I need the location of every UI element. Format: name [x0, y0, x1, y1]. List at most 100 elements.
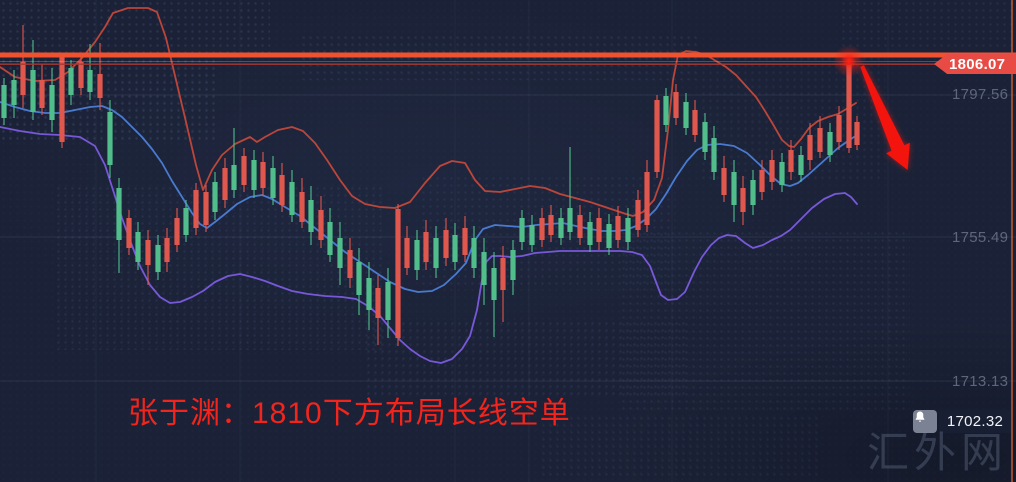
candle [318, 210, 324, 240]
candle [366, 278, 372, 310]
candle [817, 128, 823, 152]
candle [433, 238, 439, 268]
candle [596, 218, 602, 242]
candle [107, 112, 113, 165]
candle [673, 92, 679, 118]
candle [78, 62, 84, 88]
bollinger-middle-band [0, 101, 858, 293]
candles [1, 25, 860, 346]
candle [750, 180, 756, 205]
candle [854, 122, 860, 145]
candle [39, 80, 45, 108]
bollinger-upper-band [0, 7, 857, 217]
down-arrow [860, 65, 910, 170]
candle [385, 282, 391, 320]
candle [299, 192, 305, 222]
candle [212, 182, 218, 212]
candle [683, 102, 689, 128]
candle [740, 188, 746, 212]
candle [395, 209, 401, 338]
current-price-tag: 1806.07 [934, 54, 1016, 74]
candle [654, 100, 660, 172]
chart-right-edge-line [1011, 0, 1013, 482]
candle [452, 235, 458, 262]
watermark: 汇外网 [866, 429, 1008, 476]
candle [155, 245, 161, 272]
candle [836, 115, 842, 142]
candle [481, 252, 487, 285]
candle [798, 155, 804, 175]
candle [327, 222, 333, 255]
candle [827, 132, 833, 155]
candle [135, 232, 141, 262]
candle [567, 208, 573, 232]
bell-icon [915, 411, 925, 422]
candle [203, 192, 209, 225]
candle [145, 240, 151, 265]
candle [375, 288, 381, 318]
candle [779, 162, 785, 185]
candle [759, 170, 765, 192]
candle [183, 208, 189, 235]
candle [30, 70, 36, 112]
candle [289, 182, 295, 215]
candle [519, 218, 525, 242]
candle [270, 168, 276, 198]
candle [443, 230, 449, 258]
candle [20, 62, 26, 95]
candle [222, 168, 228, 200]
candle [97, 74, 103, 98]
candle [510, 250, 516, 280]
candle [788, 150, 794, 172]
candle [711, 138, 717, 172]
candle [615, 216, 621, 240]
candle [404, 238, 410, 268]
candle [49, 85, 55, 120]
candle [164, 238, 170, 262]
candle [702, 122, 708, 152]
candle [548, 215, 554, 235]
candle [423, 232, 429, 262]
alert-bell-button[interactable] [913, 410, 937, 433]
axis-label-1713: 1713.13 [952, 373, 1009, 390]
candle [606, 224, 612, 248]
candle [174, 218, 180, 245]
candle [577, 215, 583, 238]
candle [337, 238, 343, 268]
candle [231, 165, 237, 190]
candle [1, 85, 7, 118]
candle [59, 57, 65, 142]
candle [529, 225, 535, 245]
candle [491, 268, 497, 300]
candle [347, 250, 353, 278]
candle [241, 156, 247, 185]
candle [663, 96, 669, 125]
candle [587, 222, 593, 245]
candle [846, 64, 852, 148]
axis-label-1755: 1755.49 [952, 229, 1009, 246]
candle [500, 258, 506, 290]
candle [539, 218, 545, 240]
alert-price-value: 1702.32 [939, 410, 1011, 433]
candle [471, 238, 477, 268]
candle [414, 240, 420, 270]
candle [625, 218, 631, 242]
candle [692, 110, 698, 135]
candle [260, 162, 266, 188]
axis-label-1797: 1797.56 [952, 86, 1009, 103]
candle [558, 218, 564, 238]
candle [87, 70, 93, 92]
candle [644, 172, 650, 225]
candle [126, 218, 132, 248]
candle [251, 160, 257, 190]
candle [807, 135, 813, 160]
resistance-line [0, 52, 1016, 58]
spike-glow-core [841, 53, 857, 69]
annotation-text: 张于渊：1810下方布局长线空单 [128, 397, 571, 430]
candle [11, 80, 17, 105]
candle [308, 200, 314, 232]
candle [356, 262, 362, 295]
candle [193, 190, 199, 228]
